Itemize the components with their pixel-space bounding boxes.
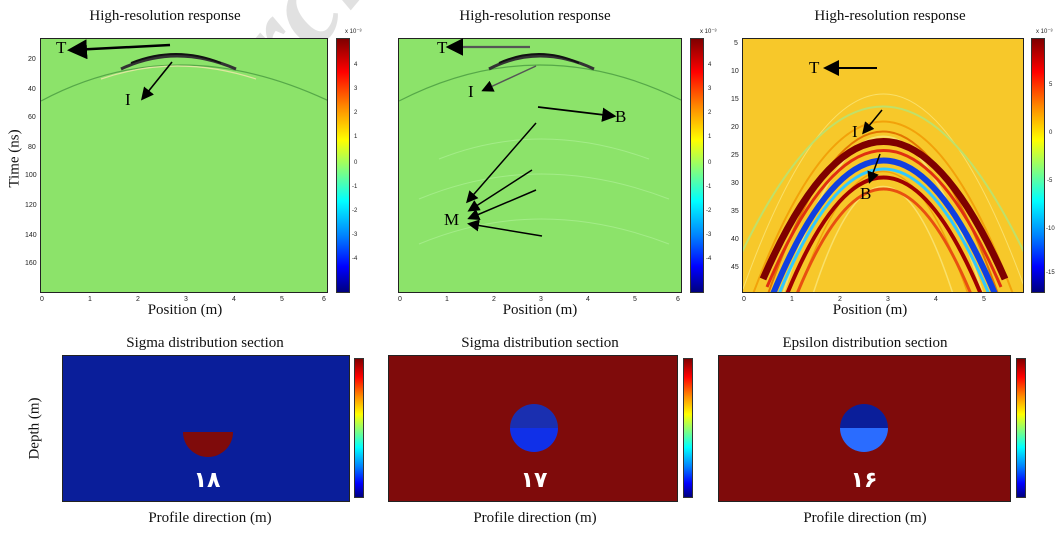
bottom1-colorbar bbox=[354, 358, 364, 498]
panel3-cbtick: 5 bbox=[1049, 82, 1052, 88]
bottom2-plot: ۱۷ bbox=[388, 355, 678, 502]
panel3-ytick: 30 bbox=[731, 180, 739, 187]
bottom1-plot: ۱۸ bbox=[62, 355, 350, 502]
panel3-arrows bbox=[742, 38, 1024, 293]
panel3-ytick: 10 bbox=[731, 68, 739, 75]
panel3-ytick: 45 bbox=[731, 264, 739, 271]
bottom3-colorbar bbox=[1016, 358, 1026, 498]
panel3-ytick: 25 bbox=[731, 152, 739, 159]
panel1-annotation: I bbox=[125, 90, 131, 110]
bottom3-circle-target bbox=[840, 404, 888, 452]
panel2-annotation: T bbox=[437, 38, 447, 58]
panel2-annotation: B bbox=[615, 107, 626, 127]
panel3-ytick: 35 bbox=[731, 208, 739, 215]
panel3-cbtick: 0 bbox=[1049, 130, 1052, 136]
panel3-ytick: 40 bbox=[731, 236, 739, 243]
panel2-cbtick: 3 bbox=[708, 86, 711, 92]
panel3-annotation: I bbox=[852, 122, 858, 142]
bottom1-semicircle-target bbox=[183, 432, 233, 457]
panel2-xlabel: Position (m) bbox=[475, 302, 605, 319]
panel3-ytick: 20 bbox=[731, 124, 739, 131]
bottom1-xlabel: Profile direction (m) bbox=[120, 510, 300, 527]
panel2-cbtick: -1 bbox=[706, 184, 711, 190]
panel2-annotation: I bbox=[468, 82, 474, 102]
bottom2-title: Sigma distribution section bbox=[415, 335, 665, 352]
bottom2-colorbar bbox=[683, 358, 693, 498]
bottom1-number: ۱۸ bbox=[167, 468, 247, 493]
panel1-annotation: T bbox=[56, 38, 66, 58]
panel3-xtick: 5 bbox=[982, 296, 986, 303]
panel1-arrows bbox=[0, 0, 360, 300]
bottom2-circle-target bbox=[510, 404, 558, 452]
panel3-title: High-resolution response bbox=[765, 8, 1015, 25]
panel3-colorbar-exponent: x 10⁻³ bbox=[1036, 28, 1053, 35]
panel3-cbtick: -15 bbox=[1046, 270, 1055, 276]
bottom3-title: Epsilon distribution section bbox=[740, 335, 990, 352]
panel3-cbtick: -10 bbox=[1046, 226, 1055, 232]
panel3-xtick: 1 bbox=[790, 296, 794, 303]
panel2-annotation: M bbox=[444, 210, 459, 230]
bottom3-number: ۱۶ bbox=[824, 468, 904, 493]
bottom2-xlabel: Profile direction (m) bbox=[445, 510, 625, 527]
panel2-cbtick: -4 bbox=[706, 256, 711, 262]
panel2-colorbar-exponent: x 10⁻³ bbox=[700, 28, 717, 35]
panel3-annotation: T bbox=[809, 58, 819, 78]
panel3-xtick: 0 bbox=[742, 296, 746, 303]
bottom1-title: Sigma distribution section bbox=[80, 335, 330, 352]
panel3-ytick: 5 bbox=[734, 40, 738, 47]
panel3-colorbar bbox=[1031, 38, 1045, 293]
panel2-arrows bbox=[360, 0, 700, 300]
panel2-cbtick: -2 bbox=[706, 208, 711, 214]
panel3-xlabel: Position (m) bbox=[805, 302, 935, 319]
bottom2-number: ۱۷ bbox=[494, 468, 574, 493]
bottom1-ylabel: Depth (m) bbox=[27, 397, 44, 459]
panel2-cbtick: 2 bbox=[708, 110, 711, 116]
panel2-cbtick: -3 bbox=[706, 232, 711, 238]
panel2-cbtick: 0 bbox=[708, 160, 711, 166]
panel1-xlabel: Position (m) bbox=[120, 302, 250, 319]
bottom3-xlabel: Profile direction (m) bbox=[775, 510, 955, 527]
panel2-cbtick: 4 bbox=[708, 62, 711, 68]
panel3-annotation: B bbox=[860, 184, 871, 204]
panel3-cbtick: -5 bbox=[1047, 178, 1052, 184]
panel3-ytick: 15 bbox=[731, 96, 739, 103]
bottom3-plot: ۱۶ bbox=[718, 355, 1011, 502]
panel2-cbtick: 1 bbox=[708, 134, 711, 140]
